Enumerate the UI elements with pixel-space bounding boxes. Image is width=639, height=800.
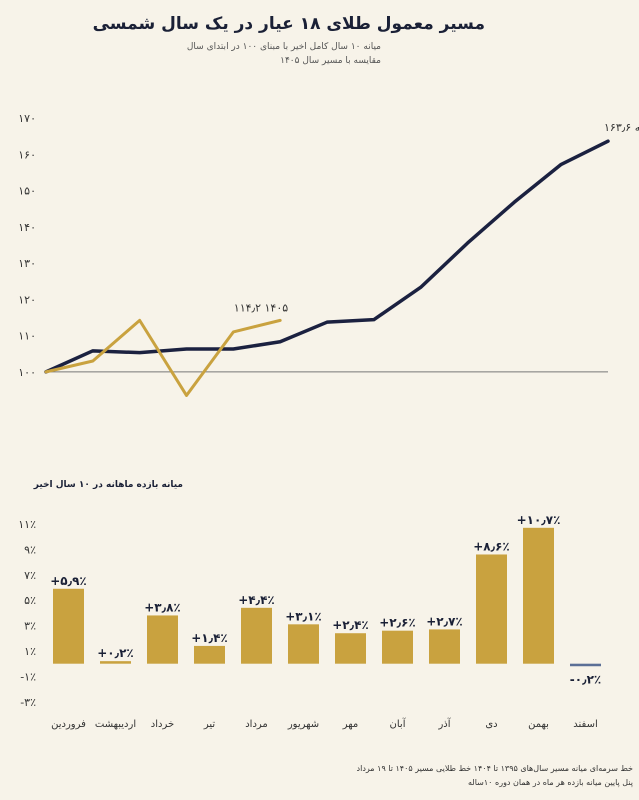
bar-value-label: +۴٫۴٪ xyxy=(238,593,275,607)
line-y-tick-label: ۱۵۰ xyxy=(18,185,36,198)
bar-10 xyxy=(476,554,507,664)
bar-9 xyxy=(429,629,460,664)
bar-7 xyxy=(335,633,366,664)
bar-y-tick-label: -۱٪ xyxy=(20,670,36,683)
bar-category-label: آبان xyxy=(390,717,407,730)
line-y-tick-label: ۱۷۰ xyxy=(18,112,36,125)
bar-category-label: تیر xyxy=(203,719,216,730)
bar-y-tick-label: ۹٪ xyxy=(24,543,36,556)
bar-value-label: +۱٫۴٪ xyxy=(191,631,228,645)
bar-y-tick-label: ۱٪ xyxy=(24,645,36,658)
series-line-gold xyxy=(44,318,282,397)
line-y-tick-label: ۱۳۰ xyxy=(18,257,36,270)
bar-value-label: +۲٫۶٪ xyxy=(379,616,416,630)
chart-subtitle: میانه ۱۰ سال کامل اخیر با مبنای ۱۰۰ در ا… xyxy=(186,42,381,52)
bar-1 xyxy=(53,588,84,664)
bar-category-label: اسفند xyxy=(573,719,597,730)
line-y-tick-label: ۱۴۰ xyxy=(18,221,36,234)
bar-category-label: فروردین xyxy=(51,719,86,730)
footer-legend-panel: پنل پایین میانه بازده هر ماه در همان دور… xyxy=(468,778,633,787)
bar-2 xyxy=(100,661,131,664)
bar-value-label: +۲٫۴٪ xyxy=(332,618,369,632)
line-y-tick-label: ۱۱۰ xyxy=(18,330,36,343)
bar-12 xyxy=(570,663,601,667)
series-end-label-median: میانه۱۰ساله ۱۶۳٫۶ xyxy=(604,121,639,134)
chart-title: مسیر معمول طلای ۱۸ عیار در یک سال شمسی xyxy=(92,14,485,34)
bar-value-label: +۱۰٫۷٪ xyxy=(517,513,561,527)
bar-category-label: مهر xyxy=(342,719,358,730)
bar-y-tick-label: ۳٪ xyxy=(24,620,36,633)
bar-value-label: +۵٫۹٪ xyxy=(50,574,87,588)
bar-6 xyxy=(288,624,319,664)
footer-legend-lines: خط سرمه‌ای میانه مسیر سال‌های ۱۳۹۵ تا ۱۴… xyxy=(356,764,633,773)
chart-subtitle-comparison: مقایسه با مسیر سال ۱۴۰۵ xyxy=(280,56,381,66)
bar-value-label: +۸٫۶٪ xyxy=(473,539,510,553)
bar-y-tick-label: ۵٪ xyxy=(24,594,36,607)
bar-category-label: دی xyxy=(485,719,497,730)
bar-value-label: +۰٫۲٪ xyxy=(97,646,134,660)
bar-category-label: آذر xyxy=(437,717,451,730)
bar-y-tick-label: ۷٪ xyxy=(24,569,36,582)
line-chart: ۱۷۰۱۶۰۱۵۰۱۴۰۱۳۰۱۲۰۱۱۰۱۰۰۹۰میانه۱۰ساله ۱۶… xyxy=(18,112,639,397)
bar-5 xyxy=(241,607,272,664)
bar-y-tick-label: ۱۱٪ xyxy=(18,518,36,531)
bar-3 xyxy=(147,615,178,664)
line-y-tick-label: ۱۰۰ xyxy=(18,366,36,379)
bar-category-label: خرداد xyxy=(151,719,174,730)
bar-y-tick-label: -۳٪ xyxy=(20,696,36,709)
bar-value-label: +۲٫۷٪ xyxy=(426,614,463,628)
bar-8 xyxy=(382,630,413,664)
bar-chart: ۱۱٪ ۹٪ ۷٪ ۵٪ ۳٪ ۱٪ -۱٪ -۳٪ +۵٫۹٪ فروردین +۰٫۲٪ اردی… xyxy=(18,513,601,730)
bar-value-label: +۳٫۸٪ xyxy=(144,600,181,614)
series-end-label-gold: ۱۴۰۵ ۱۱۴٫۲ xyxy=(234,301,288,314)
series-line-median xyxy=(44,139,610,374)
bar-value-label: -۰٫۲٪ xyxy=(570,673,601,687)
bar-category-label: شهریور xyxy=(287,719,319,730)
bar-panel-label: میانه بازده ماهانه در ۱۰ سال اخیر xyxy=(33,480,183,490)
line-y-tick-label: ۱۲۰ xyxy=(18,293,36,306)
bar-category-label: اردیبهشت xyxy=(95,719,136,730)
bar-category-label: مرداد xyxy=(245,719,268,730)
bar-category-label: بهمن xyxy=(528,719,549,730)
bar-4 xyxy=(194,645,225,664)
bar-11 xyxy=(523,527,554,664)
bar-value-label: +۳٫۱٪ xyxy=(285,609,322,623)
line-y-tick-label: ۱۶۰ xyxy=(18,148,36,161)
